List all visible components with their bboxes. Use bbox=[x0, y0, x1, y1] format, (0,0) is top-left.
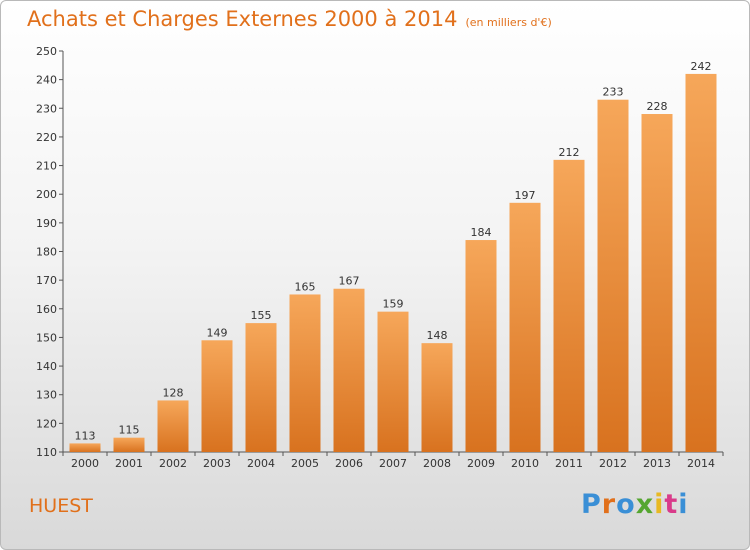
x-tick-label: 2010 bbox=[511, 457, 539, 470]
logo-letter: o bbox=[616, 489, 636, 520]
x-tick-label: 2001 bbox=[115, 457, 143, 470]
x-tick-label: 2002 bbox=[159, 457, 187, 470]
y-tick-label: 250 bbox=[36, 45, 57, 58]
bar bbox=[201, 340, 233, 452]
x-tick-label: 2014 bbox=[687, 457, 715, 470]
y-tick-label: 120 bbox=[36, 417, 57, 430]
y-tick-label: 230 bbox=[36, 102, 57, 115]
value-labels: 113 115 128 149 155 165 167 159 148 184 197 212 233 2… bbox=[75, 60, 712, 442]
y-tick-label: 140 bbox=[36, 360, 57, 373]
chart-title-text: Achats et Charges Externes 2000 à 2014 bbox=[27, 7, 458, 31]
value-label: 212 bbox=[559, 146, 580, 159]
bar bbox=[421, 343, 453, 452]
y-tick-label: 170 bbox=[36, 274, 57, 287]
proxiti-logo: Proxiti bbox=[581, 489, 689, 520]
bar bbox=[113, 437, 145, 452]
chart-title: Achats et Charges Externes 2000 à 2014 (e… bbox=[27, 7, 552, 31]
value-label: 155 bbox=[251, 309, 272, 322]
logo-letter: x bbox=[635, 489, 655, 520]
bar bbox=[377, 311, 409, 452]
logo-letter: t bbox=[664, 489, 679, 520]
y-tick-label: 110 bbox=[36, 446, 57, 459]
y-tick-label: 180 bbox=[36, 246, 57, 259]
y-tick-label: 160 bbox=[36, 303, 57, 316]
logo-letter: i bbox=[678, 489, 689, 520]
x-tick-label: 2013 bbox=[643, 457, 671, 470]
x-tick-label: 2005 bbox=[291, 457, 319, 470]
bar bbox=[641, 114, 673, 452]
bar bbox=[685, 73, 717, 453]
bar bbox=[553, 159, 585, 453]
value-label: 197 bbox=[515, 189, 536, 202]
x-tick-label: 2012 bbox=[599, 457, 627, 470]
y-tick-label: 200 bbox=[36, 188, 57, 201]
commune-name: HUEST bbox=[29, 495, 93, 517]
value-label: 228 bbox=[647, 100, 668, 113]
bar bbox=[245, 323, 277, 452]
x-tick-label: 2000 bbox=[71, 457, 99, 470]
bar bbox=[509, 202, 541, 452]
y-tick-label: 190 bbox=[36, 217, 57, 230]
bar bbox=[69, 443, 101, 452]
value-label: 113 bbox=[75, 429, 96, 442]
x-tick-label: 2008 bbox=[423, 457, 451, 470]
x-tick-label: 2009 bbox=[467, 457, 495, 470]
logo-letter: P bbox=[581, 489, 602, 520]
bar bbox=[597, 99, 629, 452]
x-tick-label: 2006 bbox=[335, 457, 363, 470]
bar bbox=[157, 400, 189, 452]
value-label: 167 bbox=[339, 275, 360, 288]
value-label: 128 bbox=[163, 386, 184, 399]
bar bbox=[333, 288, 365, 452]
bar bbox=[465, 240, 497, 452]
logo-letter: r bbox=[601, 489, 617, 520]
bar bbox=[289, 294, 321, 452]
value-label: 184 bbox=[471, 226, 492, 239]
y-tick-label: 240 bbox=[36, 74, 57, 87]
bars bbox=[69, 73, 717, 453]
y-tick-label: 220 bbox=[36, 131, 57, 144]
value-label: 149 bbox=[207, 326, 228, 339]
y-tick-label: 150 bbox=[36, 331, 57, 344]
value-label: 159 bbox=[383, 298, 404, 311]
value-label: 148 bbox=[427, 329, 448, 342]
x-tick-label: 2003 bbox=[203, 457, 231, 470]
chart-subtitle: (en milliers d'€) bbox=[465, 16, 552, 29]
axes: 110 120 130 140 150 160 170 180 190 200 210 220 230 2… bbox=[36, 45, 724, 470]
y-tick-label: 210 bbox=[36, 160, 57, 173]
value-label: 233 bbox=[603, 86, 624, 99]
value-label: 242 bbox=[691, 60, 712, 73]
logo-letter: i bbox=[654, 489, 665, 520]
value-label: 165 bbox=[295, 280, 316, 293]
value-label: 115 bbox=[119, 424, 140, 437]
x-tick-label: 2007 bbox=[379, 457, 407, 470]
y-tick-label: 130 bbox=[36, 389, 57, 402]
x-tick-label: 2011 bbox=[555, 457, 583, 470]
x-tick-label: 2004 bbox=[247, 457, 275, 470]
